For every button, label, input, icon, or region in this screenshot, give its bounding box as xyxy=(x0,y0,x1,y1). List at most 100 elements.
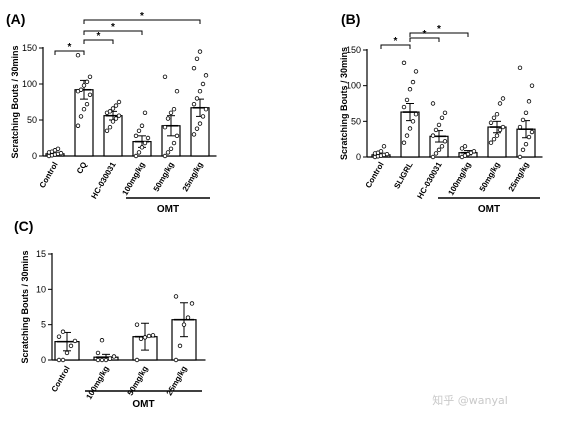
data-point xyxy=(110,119,116,124)
significance-bracket xyxy=(83,39,114,44)
y-axis-label: Scratching Bouts / 30mins xyxy=(339,47,349,160)
y-tick-label: 50 xyxy=(27,115,37,125)
data-point xyxy=(60,357,66,363)
data-point xyxy=(529,83,535,88)
data-point xyxy=(191,65,197,71)
y-tick-label: 0 xyxy=(32,151,37,161)
significance-marker: * xyxy=(437,24,441,35)
data-point xyxy=(81,106,87,112)
data-point xyxy=(142,110,148,115)
data-point xyxy=(133,133,139,139)
y-tick-label: 15 xyxy=(36,249,46,259)
data-point xyxy=(110,106,116,111)
data-point xyxy=(165,116,171,121)
significance-marker: * xyxy=(140,11,144,22)
data-point xyxy=(439,115,445,120)
panel-label: (B) xyxy=(341,11,360,27)
y-axis-label: Scratching Bouts / 30mins xyxy=(20,250,30,363)
significance-marker: * xyxy=(111,22,115,33)
significance-bracket xyxy=(409,32,469,37)
data-point xyxy=(436,147,442,153)
significance-bracket xyxy=(409,37,440,42)
data-point xyxy=(64,350,70,356)
data-point xyxy=(136,128,142,133)
data-point xyxy=(197,49,203,54)
data-point xyxy=(116,113,122,118)
data-point xyxy=(68,343,74,349)
data-point xyxy=(56,357,62,363)
data-point xyxy=(177,343,183,349)
data-point xyxy=(87,74,93,79)
data-point xyxy=(165,150,171,155)
data-point xyxy=(407,126,413,131)
data-point xyxy=(520,147,526,153)
category-label: 100mg/kg xyxy=(446,160,472,197)
data-point xyxy=(99,357,105,363)
data-point xyxy=(181,322,187,327)
data-point xyxy=(95,350,101,356)
data-point xyxy=(517,65,523,71)
data-point xyxy=(462,144,468,149)
data-point xyxy=(75,53,81,58)
y-tick-label: 150 xyxy=(22,43,37,53)
data-point xyxy=(194,96,200,101)
data-point xyxy=(113,116,119,121)
data-point xyxy=(404,133,410,138)
data-point xyxy=(430,133,436,138)
data-point xyxy=(523,110,529,115)
category-label: Control xyxy=(50,365,72,394)
data-point xyxy=(134,357,140,363)
data-point xyxy=(520,117,526,123)
y-tick-label: 150 xyxy=(346,45,361,55)
data-point xyxy=(113,103,119,108)
data-point xyxy=(107,124,113,130)
bar xyxy=(74,89,94,157)
data-point xyxy=(55,146,61,151)
data-point xyxy=(189,301,195,306)
data-point xyxy=(203,73,209,78)
category-label: HC-030031 xyxy=(89,160,118,200)
data-point xyxy=(78,87,84,92)
data-point xyxy=(404,97,410,103)
data-point xyxy=(116,99,122,105)
y-tick-label: 50 xyxy=(351,116,361,126)
data-point xyxy=(87,92,93,97)
data-point xyxy=(517,154,523,160)
data-point xyxy=(72,338,78,344)
data-point xyxy=(150,333,156,338)
data-point xyxy=(203,106,209,112)
category-label: 100mg/kg xyxy=(84,364,110,401)
data-point xyxy=(442,139,448,144)
data-point xyxy=(194,126,200,131)
category-label: 25mg/kg xyxy=(181,160,205,193)
significance-marker: * xyxy=(394,36,398,47)
data-point xyxy=(497,101,503,106)
data-point xyxy=(433,151,439,156)
data-point xyxy=(491,115,497,120)
panel-c: (C) Scratching Bouts / 30mins 0 5 10 15 Contro… xyxy=(14,218,206,410)
data-point xyxy=(75,123,81,128)
data-point xyxy=(191,101,197,107)
panel-a: (A) Scratching Bouts / 30mins 0 50 100 150 Con… xyxy=(6,11,217,215)
category-label: Control xyxy=(364,161,386,190)
data-point xyxy=(401,140,407,145)
data-point xyxy=(84,101,90,107)
data-point xyxy=(430,154,436,160)
significance-marker: * xyxy=(97,31,101,42)
panel-b: (B) Scratching Bouts / 30mins 0 50 100 150 Con… xyxy=(339,11,543,215)
y-tick-label: 10 xyxy=(36,284,46,294)
category-label: 50mg/kg xyxy=(478,160,502,193)
category-label: SLIGRL xyxy=(392,160,415,190)
data-point xyxy=(171,140,177,146)
data-point xyxy=(494,133,500,138)
data-point xyxy=(413,69,419,74)
data-point xyxy=(200,114,206,119)
y-tick-label: 100 xyxy=(22,79,37,89)
data-point xyxy=(162,74,168,79)
data-point xyxy=(413,111,419,117)
panel-label: (A) xyxy=(6,11,25,27)
category-label: HC-030031 xyxy=(415,160,444,200)
data-point xyxy=(168,146,174,151)
data-point xyxy=(60,329,66,334)
y-tick-label: 5 xyxy=(41,320,46,330)
